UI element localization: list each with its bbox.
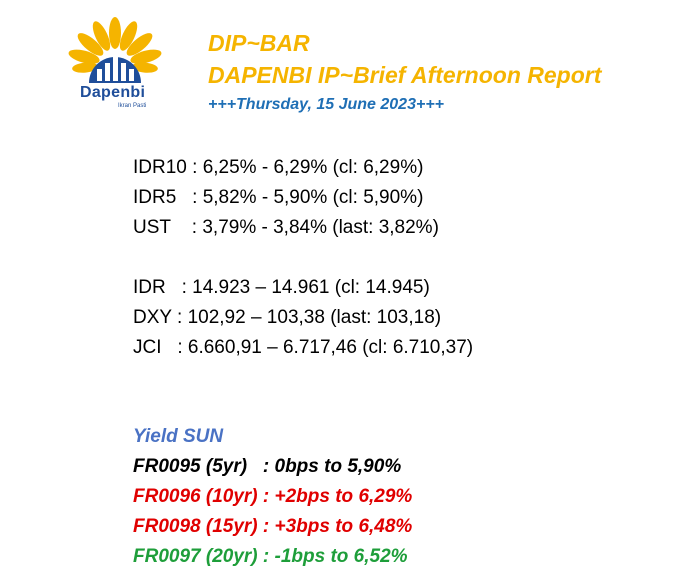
- brand-tagline: Ikran Pasti: [118, 103, 147, 109]
- rate-label: IDR5: [133, 187, 177, 208]
- yield-heading: Yield SUN: [133, 426, 224, 447]
- market-row-dxy: DXY : 102,92 – 103,38 (last: 103,18): [133, 303, 473, 333]
- brand-name: Dapenbi: [80, 84, 146, 101]
- rate-value: : 6,25% - 6,29% (cl: 6,29%): [186, 157, 424, 178]
- rate-row-idr10: IDR10 : 6,25% - 6,29% (cl: 6,29%): [133, 153, 473, 183]
- rates-block: IDR10 : 6,25% - 6,29% (cl: 6,29%) IDR5 :…: [133, 153, 473, 363]
- rate-value: : 5,82% - 5,90% (cl: 5,90%): [176, 187, 424, 208]
- markets-block: IDR : 14.923 – 14.961 (cl: 14.945) DXY :…: [133, 273, 473, 363]
- rate-value: : 3,79% - 3,84% (last: 3,82%): [170, 217, 439, 238]
- market-row-jci: JCI : 6.660,91 – 6.717,46 (cl: 6.710,37): [133, 333, 473, 363]
- yield-row-fr0095: FR0095 (5yr) : 0bps to 5,90%: [133, 456, 402, 477]
- rate-row-ust: UST : 3,79% - 3,84% (last: 3,82%): [133, 213, 473, 243]
- rate-label: IDR10: [133, 157, 187, 178]
- company-logo: [50, 10, 180, 120]
- report-title: DIP~BAR: [208, 30, 310, 56]
- report-subtitle: DAPENBI IP~Brief Afternoon Report: [208, 62, 602, 88]
- yield-sun-block: Yield SUN FR0095 (5yr) : 0bps to 5,90% F…: [133, 422, 412, 572]
- report-date: +++Thursday, 15 June 2023+++: [208, 96, 444, 113]
- rate-row-idr5: IDR5 : 5,82% - 5,90% (cl: 5,90%): [133, 183, 473, 213]
- sunflower-building-logo-icon: [68, 17, 162, 83]
- market-value: : 14.923 – 14.961 (cl: 14.945): [165, 277, 430, 298]
- market-value: : 102,92 – 103,38 (last: 103,18): [171, 307, 442, 328]
- yield-row-fr0096: FR0096 (10yr) : +2bps to 6,29%: [133, 486, 413, 507]
- yield-row-fr0097: FR0097 (20yr) : -1bps to 6,52%: [133, 546, 408, 567]
- yield-row-fr0098: FR0098 (15yr) : +3bps to 6,48%: [133, 516, 413, 537]
- market-label: IDR: [133, 277, 166, 298]
- rate-label: UST: [133, 217, 171, 238]
- market-row-idr: IDR : 14.923 – 14.961 (cl: 14.945): [133, 273, 473, 303]
- market-label: DXY: [133, 307, 172, 328]
- market-value: : 6.660,91 – 6.717,46 (cl: 6.710,37): [161, 337, 474, 358]
- market-label: JCI: [133, 337, 162, 358]
